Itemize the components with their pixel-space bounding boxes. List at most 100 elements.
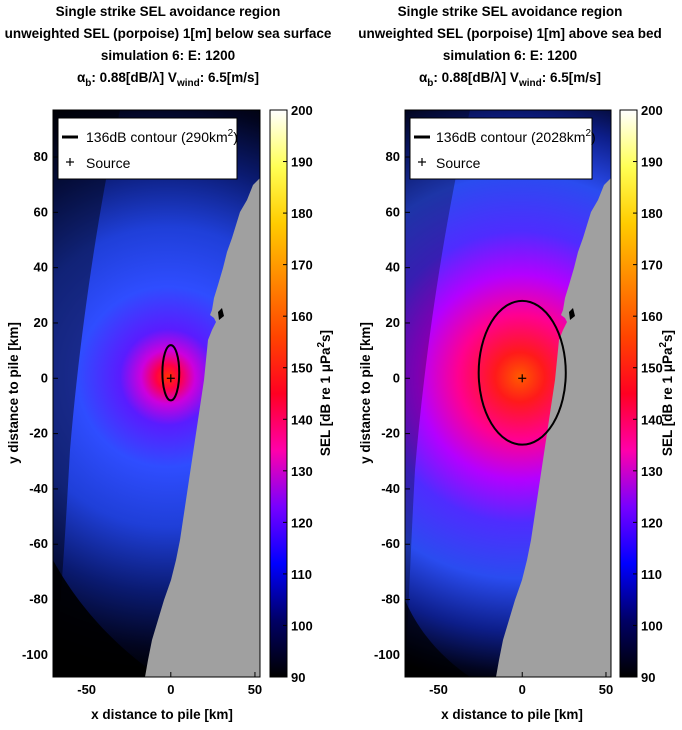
alpha-subscript: b <box>85 78 91 89</box>
legend: 136dB contour (290km2) Source <box>57 117 238 180</box>
sel-contour <box>477 299 567 446</box>
x-axis: -50 0 50 <box>77 672 262 697</box>
y-axis: 80 60 40 20 0 -20 -40 -60 -80 -100 <box>374 149 410 662</box>
colorbar-label-text: SEL [dB re 1 μPa <box>318 347 333 456</box>
y-tick-label: 0 <box>393 370 400 385</box>
colorbar-tick-label: 90 <box>291 670 305 685</box>
colorbar-gradient <box>269 109 288 678</box>
colorbar-label-sup: 2 <box>316 342 327 348</box>
colorbar: 200 190 180 170 160 150 140 130 120 110 100 90 SEL … <box>619 103 675 685</box>
y-tick-label: 40 <box>34 260 48 275</box>
y-tick-label: -100 <box>22 647 48 662</box>
y-tick-label: -80 <box>381 592 400 607</box>
legend-contour-entry: 136dB contour (2028km2) <box>436 128 596 145</box>
colorbar-tick-label: 180 <box>291 206 313 221</box>
colorbar-tick-label: 130 <box>641 464 663 479</box>
colorbar-label-sup: 2 <box>658 342 669 348</box>
colorbar-tick-label: 190 <box>291 155 313 170</box>
legend-source-label: Source <box>86 155 131 171</box>
colorbar-ticks: 200 190 180 170 160 150 140 130 120 110 100 90 <box>283 103 313 685</box>
y-tick-label: -20 <box>381 426 400 441</box>
colorbar-tick-label: 200 <box>291 103 313 118</box>
outer-shadow <box>405 110 470 677</box>
y-tick-label: -60 <box>29 536 48 551</box>
colorbar-tick-label: 170 <box>291 258 313 273</box>
y-tick-label: 20 <box>386 315 400 330</box>
legend-contour-sup: 2 <box>228 128 234 139</box>
alpha-value: : 0.88[dB/λ] V <box>433 70 519 85</box>
colorbar-tick-label: 180 <box>641 206 663 221</box>
title-line-3: simulation 6: E: 1200 <box>443 48 577 63</box>
plot-frame <box>52 109 261 678</box>
colorbar-tick-label: 110 <box>291 567 312 582</box>
wind-value: : 6.5[m/s] <box>200 70 259 85</box>
legend-contour-label: 136dB contour (290km <box>86 129 228 145</box>
colorbar-tick-label: 200 <box>641 103 663 118</box>
colorbar-label-end: s] <box>318 330 333 342</box>
y-axis-label: y distance to pile [km] <box>6 322 21 464</box>
y-tick-label: 60 <box>34 204 48 219</box>
y-tick-label: 80 <box>34 149 48 164</box>
colorbar-tick-label: 120 <box>291 515 313 530</box>
x-tick-label: -50 <box>429 682 448 697</box>
colorbar-tick-label: 170 <box>641 258 663 273</box>
colorbar-tick-label: 160 <box>641 309 663 324</box>
y-axis-label: y distance to pile [km] <box>358 322 373 464</box>
x-tick-label: 0 <box>519 682 526 697</box>
x-axis-label: x distance to pile [km] <box>441 707 583 722</box>
legend-box <box>409 117 593 180</box>
heatmap-area <box>53 110 260 677</box>
alpha-symbol: α <box>419 70 428 85</box>
colorbar-gradient <box>619 109 638 678</box>
panel-right: Single strike SEL avoidance region unwei… <box>358 4 675 722</box>
x-tick-label: 50 <box>599 682 613 697</box>
title-params: αb: 0.88[dB/λ] Vwind: 6.5[m/s] <box>419 70 601 89</box>
colorbar-tick-label: 110 <box>641 567 662 582</box>
lower-dark-region <box>405 600 470 677</box>
outer-shadow <box>53 110 120 677</box>
legend-source-swatch <box>418 158 426 166</box>
wind-subscript: wind <box>518 78 542 89</box>
plot-frame <box>404 109 612 678</box>
y-tick-label: -100 <box>374 647 400 662</box>
title-line-2: unweighted SEL (porpoise) 1[m] above sea… <box>358 26 662 41</box>
wind-value: : 6.5[m/s] <box>542 70 601 85</box>
island <box>569 308 575 320</box>
legend-contour-close: ) <box>591 129 596 145</box>
colorbar-tick-label: 150 <box>291 361 313 376</box>
alpha-value: : 0.88[dB/λ] V <box>91 70 177 85</box>
x-tick-label: -50 <box>77 682 96 697</box>
legend-box <box>57 117 238 180</box>
colorbar-tick-label: 130 <box>291 464 313 479</box>
colorbar-tick-label: 140 <box>291 412 313 427</box>
y-tick-label: -40 <box>29 481 48 496</box>
alpha-subscript: b <box>427 78 433 89</box>
colorbar-tick-label: 100 <box>291 618 313 633</box>
x-axis: -50 0 50 <box>429 672 613 697</box>
x-tick-label: 0 <box>167 682 174 697</box>
alpha-symbol: α <box>77 70 86 85</box>
colorbar-tick-label: 150 <box>641 361 663 376</box>
panel-left: Single strike SEL avoidance region unwei… <box>5 4 333 722</box>
title-params: αb: 0.88[dB/λ] Vwind: 6.5[m/s] <box>77 70 259 89</box>
y-tick-label: 20 <box>34 315 48 330</box>
colorbar-tick-label: 140 <box>641 412 663 427</box>
y-tick-label: 60 <box>386 204 400 219</box>
lower-dark-region <box>53 560 160 677</box>
legend-contour-label: 136dB contour (2028km <box>436 129 585 145</box>
x-axis-label: x distance to pile [km] <box>91 707 233 722</box>
title-line-1: Single strike SEL avoidance region <box>56 4 281 19</box>
colorbar-tick-label: 120 <box>641 515 663 530</box>
colorbar-label-text: SEL [dB re 1 μPa <box>660 347 675 456</box>
y-tick-label: -60 <box>381 536 400 551</box>
y-tick-label: 80 <box>386 149 400 164</box>
legend-contour-entry: 136dB contour (290km2) <box>86 128 238 145</box>
colorbar-label: SEL [dB re 1 μPa2s] <box>658 330 675 456</box>
legend-source-swatch <box>66 158 74 166</box>
y-tick-label: -80 <box>29 592 48 607</box>
heatmap-area <box>405 110 611 677</box>
colorbar-ticks: 200 190 180 170 160 150 140 130 120 110 100 90 <box>633 103 663 685</box>
colorbar-label-end: s] <box>660 330 675 342</box>
legend: 136dB contour (2028km2) Source <box>409 117 596 180</box>
